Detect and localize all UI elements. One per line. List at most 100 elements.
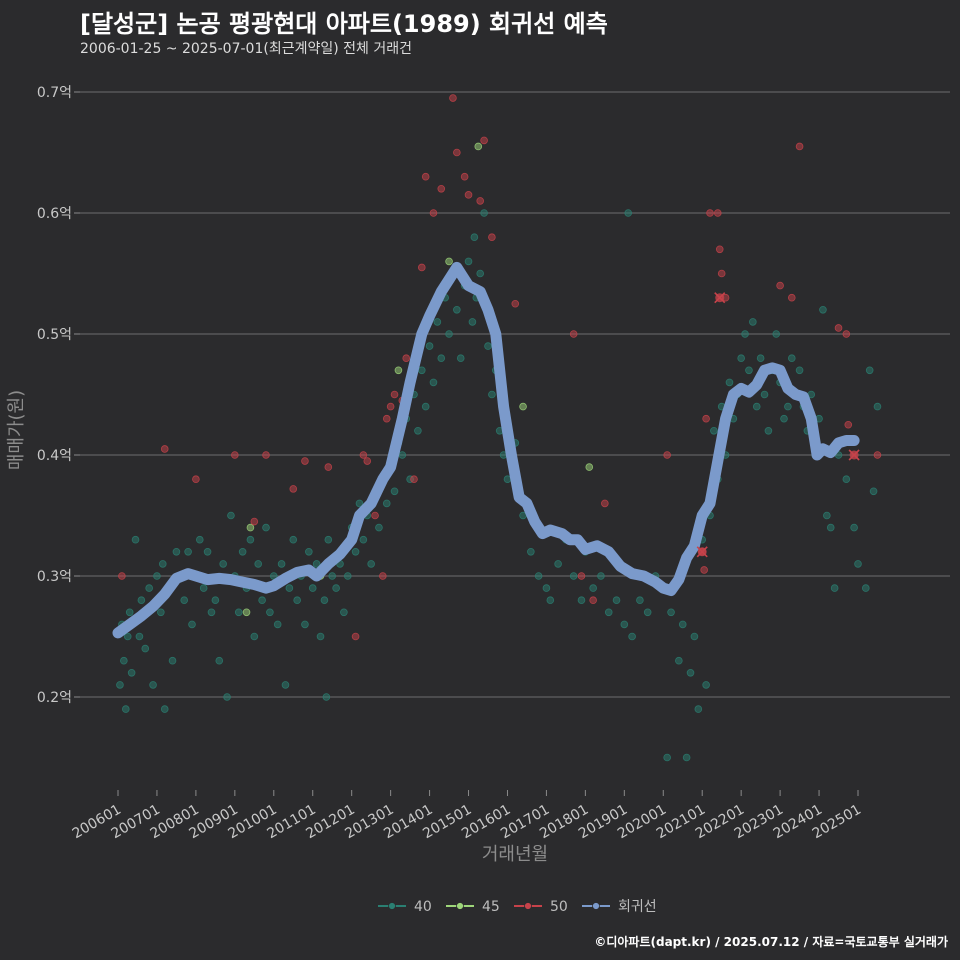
legend-label: 회귀선 [618, 899, 657, 915]
data-point [192, 475, 200, 484]
data-point [437, 354, 446, 363]
data-points [116, 94, 882, 762]
data-point [277, 560, 286, 568]
data-point [359, 451, 368, 459]
chart-title: [달성군] 논공 평광현대 아파트(1989) 회귀선 예측 [80, 10, 608, 38]
data-point [717, 269, 726, 278]
legend-marker [456, 902, 464, 910]
data-point [332, 584, 340, 592]
data-point [289, 535, 298, 544]
data-point [211, 596, 220, 604]
data-point [281, 681, 290, 689]
y-axis-ticks: 0.2억 0.3억 0.4억 0.5억 0.6억 0.7억 [37, 85, 80, 706]
data-point [460, 172, 469, 181]
data-point [417, 263, 426, 272]
data-point [834, 324, 843, 332]
data-point [157, 608, 165, 617]
data-point [116, 681, 124, 689]
data-point [776, 281, 784, 290]
data-point [702, 681, 710, 689]
data-point [480, 136, 488, 145]
data-point [715, 245, 724, 254]
data-point [527, 547, 535, 556]
data-point [125, 608, 134, 617]
data-point [589, 596, 597, 604]
data-point [250, 632, 259, 641]
data-point [433, 318, 442, 326]
data-point [293, 596, 301, 604]
data-point [437, 185, 446, 193]
data-point [453, 148, 461, 157]
y-tick-label: 0.7억 [37, 85, 72, 101]
data-point [476, 197, 485, 205]
data-point [511, 299, 520, 308]
data-point [312, 560, 321, 568]
data-point [153, 572, 161, 580]
data-point [386, 402, 395, 411]
data-point [289, 485, 298, 493]
x-axis-label: 거래년월 [482, 844, 548, 865]
data-point [741, 330, 749, 338]
data-point [246, 535, 255, 544]
data-point [141, 644, 150, 653]
regression-line [112, 261, 860, 639]
data-point [262, 451, 270, 459]
y-tick-label: 0.4억 [37, 448, 72, 464]
data-point [231, 451, 239, 459]
data-point [121, 705, 130, 713]
data-point [725, 378, 734, 387]
data-point [850, 523, 858, 532]
data-point [686, 668, 695, 677]
data-point [180, 596, 189, 604]
legend-label: 50 [550, 899, 568, 915]
legend-marker [524, 902, 532, 910]
data-point [780, 414, 788, 423]
data-point [258, 596, 266, 604]
data-point [421, 402, 430, 411]
data-point [663, 451, 671, 459]
data-point [667, 608, 675, 617]
data-point [628, 632, 636, 641]
legend: 40 45 50 회귀선 [378, 899, 657, 915]
data-point [246, 523, 255, 532]
data-point [172, 547, 181, 556]
highlight-markers [696, 292, 860, 558]
legend-item-3: 회귀선 [582, 899, 657, 915]
data-point [844, 420, 853, 429]
data-point [601, 499, 609, 508]
y-tick-label: 0.2억 [37, 690, 72, 706]
data-point [223, 693, 231, 701]
data-point [123, 632, 132, 641]
data-point [577, 572, 586, 580]
data-point [410, 475, 418, 484]
data-point [710, 426, 718, 435]
data-point [266, 608, 274, 617]
data-point [749, 318, 757, 326]
data-point [394, 366, 403, 375]
data-point [787, 354, 796, 363]
legend-label: 45 [482, 899, 500, 915]
data-point [343, 572, 352, 580]
data-point [830, 584, 839, 592]
data-point [869, 487, 878, 496]
legend-marker [388, 902, 396, 910]
data-point [195, 535, 204, 544]
data-point [402, 354, 411, 363]
data-point [242, 608, 251, 617]
source-caption: ©디아파트(dapt.kr) / 2025.07.12 / 자료=국토교통부 실… [594, 935, 948, 949]
data-point [322, 693, 331, 701]
data-point [445, 257, 453, 266]
data-point [534, 572, 543, 580]
data-point [375, 523, 383, 532]
data-point [308, 584, 317, 592]
data-point [219, 560, 227, 568]
data-point [604, 608, 613, 617]
data-point [398, 451, 407, 459]
data-point [305, 547, 313, 556]
data-point [675, 656, 683, 665]
series-45 [242, 142, 594, 617]
data-point [316, 632, 325, 641]
data-point [554, 560, 562, 568]
data-point [359, 535, 368, 544]
data-point [745, 366, 753, 375]
